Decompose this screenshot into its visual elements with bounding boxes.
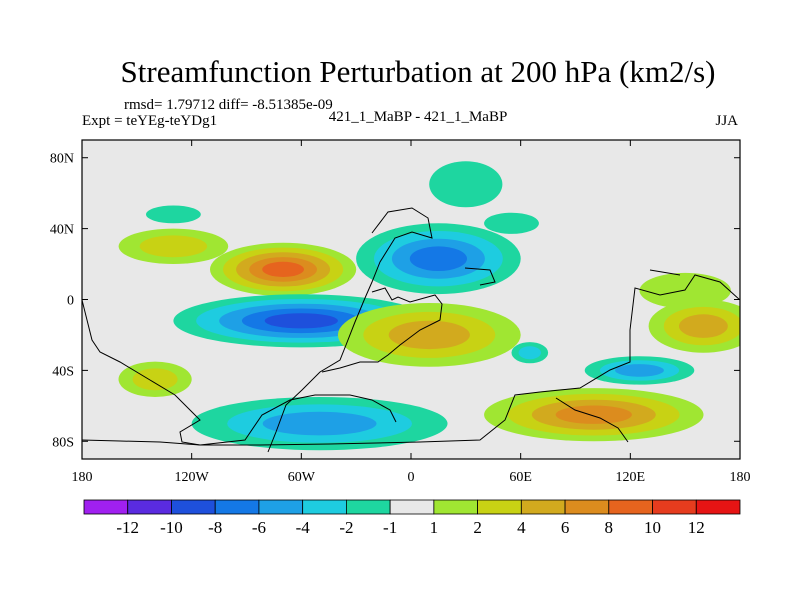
colorbar-swatch <box>214 499 260 515</box>
colorbar-swatch <box>520 499 566 515</box>
x-tick-label: 0 <box>408 470 415 485</box>
neg-sh-south-contour-3 <box>262 411 377 436</box>
colorbar-swatch <box>477 499 522 515</box>
land-outline-americas <box>267 207 433 453</box>
colorbar-label: 10 <box>644 518 661 537</box>
colorbar-label: 12 <box>688 518 705 537</box>
colorbar-label: 1 <box>430 518 439 537</box>
rmsd-diff-stats: rmsd= 1.79712 diff= -8.51385e-09 <box>124 97 333 113</box>
colorbar-swatch <box>345 499 391 515</box>
colorbar-label: -12 <box>116 518 139 537</box>
axes: 180 120W 60W 0 60E 120E 180 80N 40N 0 40S 80S <box>50 140 751 485</box>
colorbar-label: 4 <box>517 518 526 537</box>
colorbar-swatch <box>302 499 347 515</box>
colorbar-swatch <box>564 499 610 515</box>
colorbar-swatch <box>695 499 741 515</box>
pos-nh-central-contour-5 <box>262 261 304 277</box>
pos-nh-pacific-contour-2 <box>139 235 208 258</box>
x-tick-label: 120E <box>616 470 646 485</box>
y-tick-label: 80S <box>52 435 74 450</box>
colorbar-swatch <box>127 499 172 515</box>
pos-trop-atlantic-contour-3 <box>388 320 470 350</box>
colorbar-swatch <box>258 499 304 515</box>
colorbar-label: -2 <box>339 518 353 537</box>
pos-sh-south-east-contour-4 <box>555 405 632 424</box>
land-outline-oceania <box>464 267 681 443</box>
colorbar-swatch <box>83 499 129 515</box>
y-tick-label: 80N <box>50 152 74 167</box>
y-tick-label: 40N <box>50 223 74 238</box>
x-tick-label: 60E <box>509 470 532 485</box>
experiment-label: Expt = teYEg-teYDg1 <box>82 113 217 129</box>
colorbar-label: 6 <box>561 518 570 537</box>
x-tick-label: 60W <box>288 470 316 485</box>
continent-outlines <box>82 207 740 453</box>
colorbar-swatch <box>652 499 697 515</box>
pos-nh-east-contour-1 <box>639 272 731 309</box>
season-label: JJA <box>715 113 738 129</box>
x-tick-label: 180 <box>730 470 751 485</box>
colorbar-swatch <box>389 499 435 515</box>
x-tick-label: 180 <box>72 470 93 485</box>
colorbar-label: -8 <box>208 518 222 537</box>
colorbar-label: -4 <box>296 518 311 537</box>
comparison-label: 421_1_MaBP - 421_1_MaBP <box>329 109 508 125</box>
colorbar-label: -1 <box>383 518 397 537</box>
chart-title: Streamfunction Perturbation at 200 hPa (… <box>121 54 716 89</box>
y-tick-label: 40S <box>52 364 74 379</box>
x-tick-label: 120W <box>175 470 210 485</box>
colorbar-swatch <box>608 499 653 515</box>
colorbar-label: 8 <box>605 518 614 537</box>
neg-sh-indian-contour-2 <box>518 346 541 360</box>
neg-trop-pacific-contour-5 <box>264 313 338 329</box>
land-outline-south-polar <box>82 274 740 446</box>
neg-nh-atlantic-contour-4 <box>409 246 467 271</box>
field-contours <box>118 161 740 451</box>
colorbar-swatch <box>433 499 478 515</box>
y-tick-label: 0 <box>67 294 74 309</box>
colorbar-label: 2 <box>473 518 482 537</box>
land-outline-south-america <box>321 287 443 373</box>
neg-sh-east-contour-3 <box>615 364 664 377</box>
neg-arctic-pacific-contour-1 <box>146 205 201 224</box>
colorbar: -12 -10 -8 -6 -4 -2 -1 1 2 4 6 8 10 12 <box>83 499 741 537</box>
colorbar-swatch <box>171 499 216 515</box>
pos-sh-pacific-contour-2 <box>132 368 178 391</box>
neg-nh-asia-contour-1 <box>484 212 539 234</box>
land-outline-north-america <box>82 299 397 446</box>
pos-sh-west-contour-3 <box>679 314 728 338</box>
neg-arctic-europe-contour-1 <box>429 161 503 208</box>
colorbar-label: -10 <box>160 518 183 537</box>
colorbar-label: -6 <box>252 518 266 537</box>
